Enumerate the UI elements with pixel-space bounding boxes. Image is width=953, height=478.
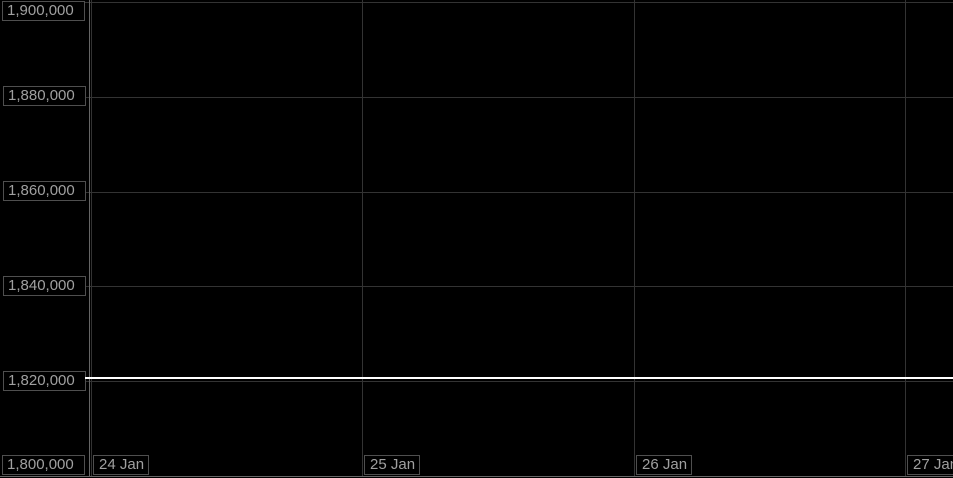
h-gridline	[85, 1, 953, 3]
y-axis-label: 1,860,000	[3, 181, 86, 202]
y-axis-line	[89, 0, 90, 476]
x-axis-line	[0, 476, 953, 477]
price-line-series	[85, 377, 953, 379]
h-gridline	[85, 191, 953, 193]
y-axis-label: 1,840,000	[3, 276, 86, 297]
v-gridline	[905, 0, 906, 476]
y-axis-label: 1,820,000	[3, 371, 86, 392]
x-axis-label: 24 Jan	[93, 455, 149, 475]
y-axis-label: 1,800,000	[2, 455, 85, 475]
v-gridline	[362, 0, 363, 476]
h-gridline	[85, 286, 953, 287]
x-axis-label: 25 Jan	[364, 455, 420, 475]
h-gridline	[85, 381, 953, 382]
v-gridline	[91, 0, 92, 476]
h-gridline	[85, 96, 953, 98]
x-axis-label: 27 Jan	[907, 455, 953, 475]
v-gridline	[634, 0, 635, 476]
y-axis-label: 1,880,000	[3, 86, 86, 107]
x-axis-label: 26 Jan	[636, 455, 692, 475]
y-axis-label: 1,900,000	[2, 1, 85, 21]
